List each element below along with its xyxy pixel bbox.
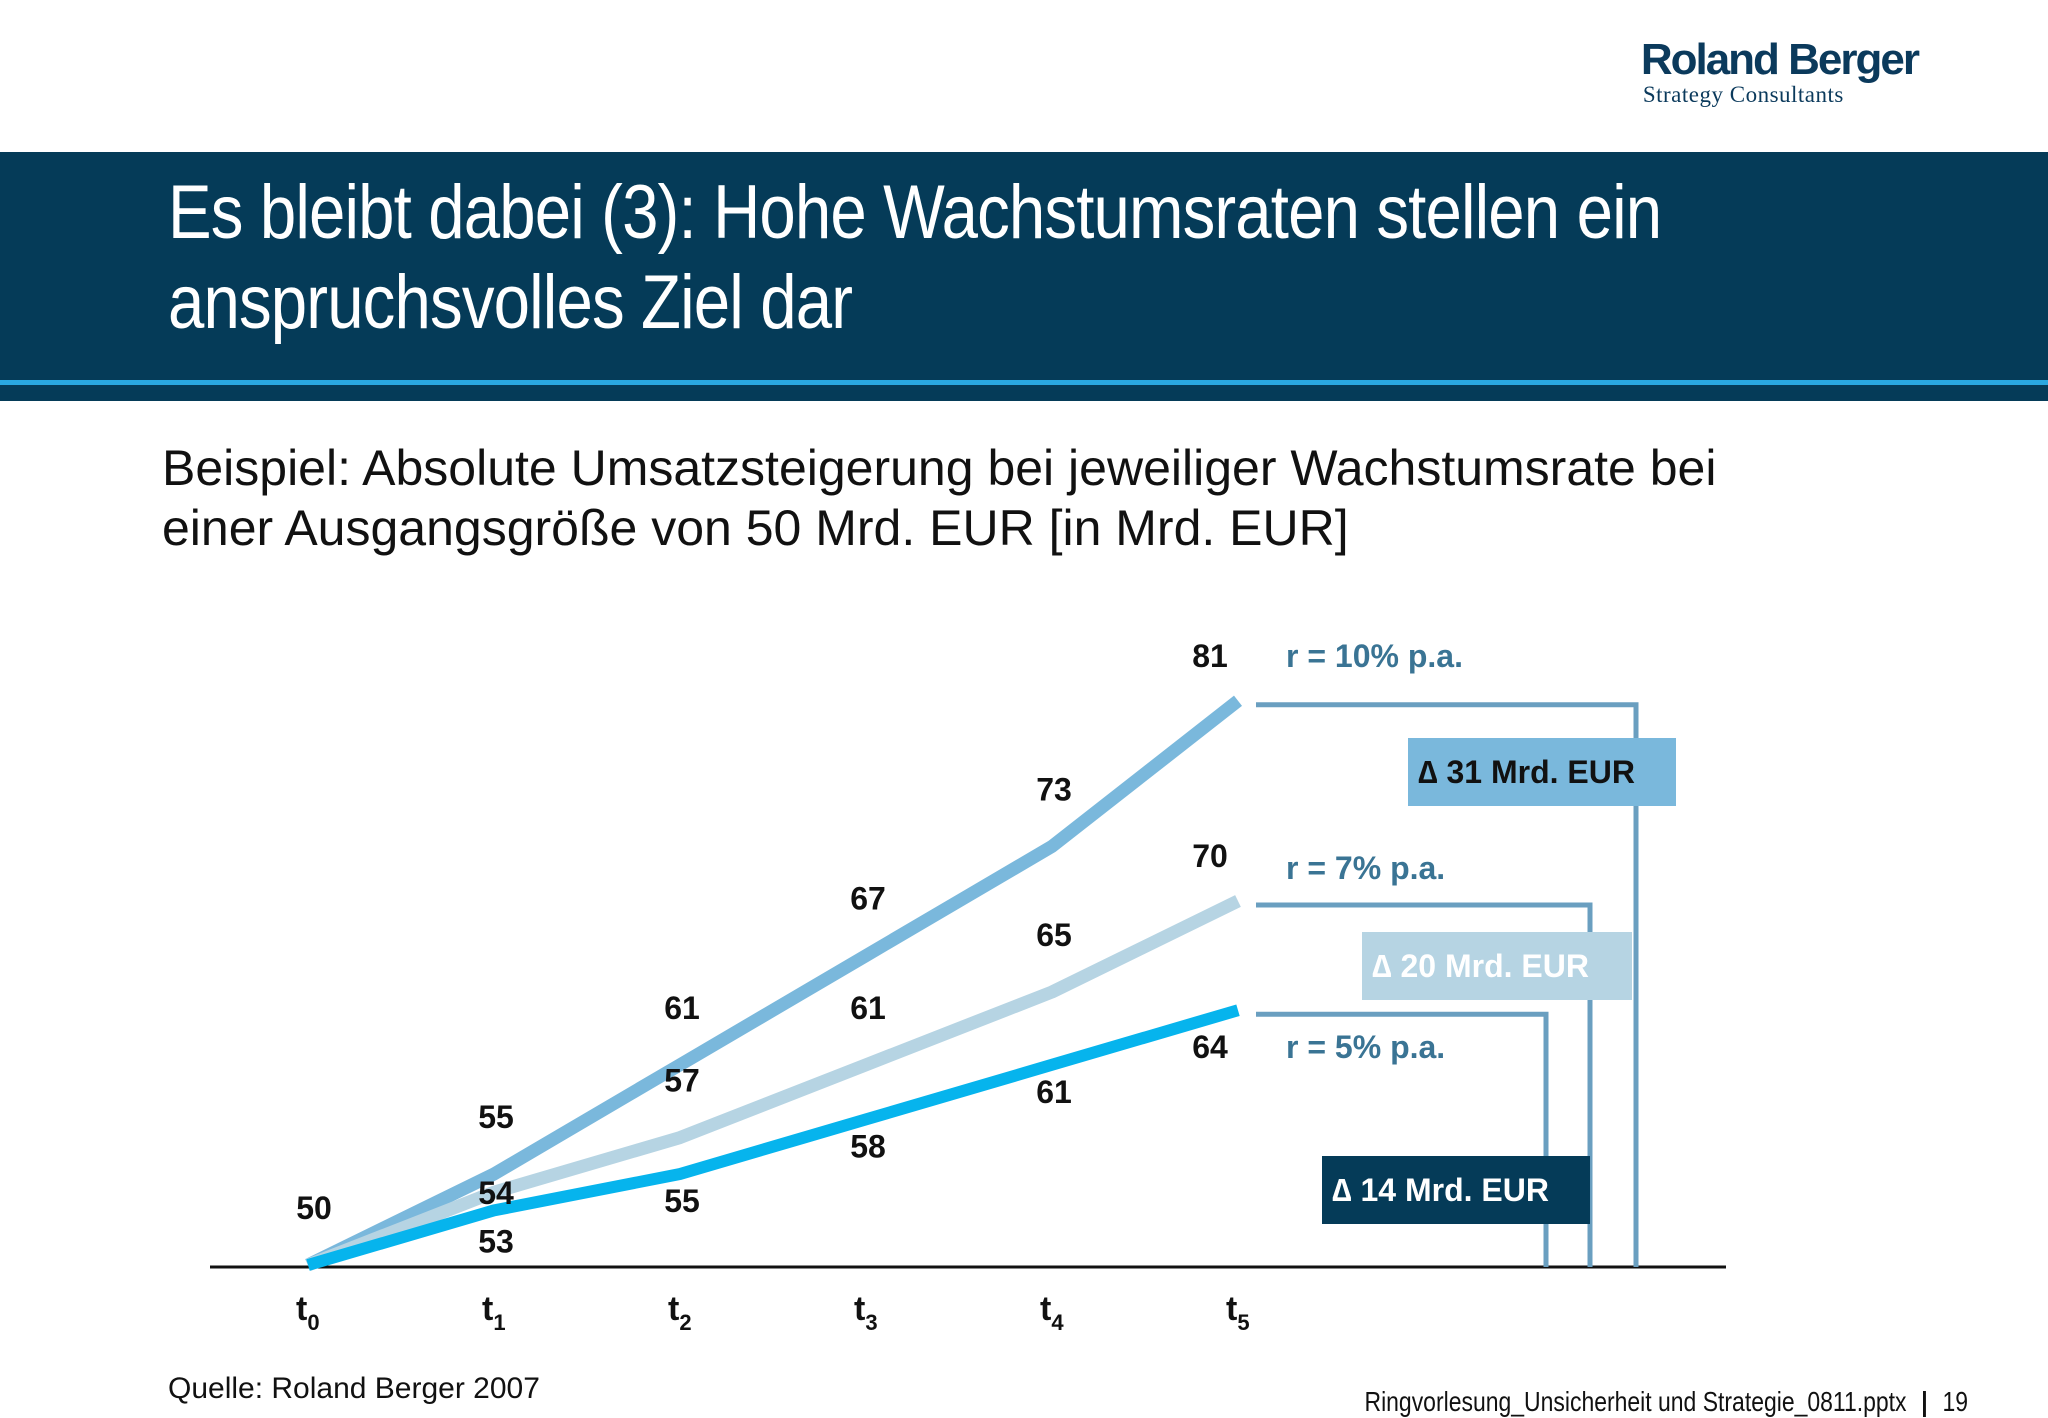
chart-subtitle-line-1: Beispiel: Absolute Umsatzsteigerung bei … (162, 440, 1717, 496)
data-label-s3-t3: 58 (850, 1128, 886, 1164)
data-label-s2-t1: 54 (478, 1175, 514, 1211)
delta-box-1 (1408, 738, 1676, 806)
x-tick-t3: t3 (854, 1290, 878, 1335)
slide-title: Es bleibt dabei (3): Hohe Wachstumsraten… (168, 168, 1716, 348)
title-accent-line (0, 380, 2048, 385)
data-label-s1-t3: 67 (850, 881, 886, 917)
series-label-2: r = 7% p.a. (1286, 850, 1445, 886)
footer-filename: Ringvorlesung_Unsicherheit und Strategie… (1364, 1386, 1907, 1417)
footer-file-info: Ringvorlesung_Unsicherheit und Strategie… (1364, 1386, 1968, 1418)
data-label-s3-t4: 61 (1036, 1074, 1072, 1110)
delta-label-1: ∆ 31 Mrd. EUR (1418, 754, 1635, 790)
data-label-s2-t2: 57 (664, 1063, 700, 1099)
page-number: 19 (1942, 1386, 1968, 1417)
delta-box-3 (1322, 1156, 1590, 1224)
data-label-s2-t5: 70 (1192, 838, 1228, 874)
x-tick-t1: t1 (482, 1290, 506, 1335)
data-label-s2-t3: 61 (850, 990, 886, 1026)
series-line-3 (306, 1004, 1240, 1271)
delta-bracket-2 (1256, 902, 1593, 1267)
data-label-s2-t4: 65 (1036, 917, 1072, 953)
data-label-start: 50 (296, 1190, 332, 1226)
chart-subtitle: Beispiel: Absolute Umsatzsteigerung bei … (162, 438, 1962, 558)
footer-source: Quelle: Roland Berger 2007 (168, 1372, 540, 1405)
delta-box-2 (1362, 932, 1632, 1000)
data-label-s1-t5: 81 (1192, 638, 1228, 674)
slide-title-line-2: anspruchsvolles Ziel dar (168, 260, 853, 345)
x-tick-t2: t2 (668, 1290, 692, 1335)
roland-berger-logo: Roland Berger Strategy Consultants (1640, 35, 1920, 108)
delta-label-2: ∆ 20 Mrd. EUR (1372, 948, 1589, 984)
data-label-s3-t5: 64 (1192, 1029, 1228, 1065)
series-line-2 (305, 895, 1241, 1272)
slide-title-line-1: Es bleibt dabei (3): Hohe Wachstumsraten… (168, 170, 1662, 255)
x-tick-t5: t5 (1226, 1290, 1250, 1335)
series-label-3: r = 5% p.a. (1286, 1029, 1445, 1065)
series-label-1: r = 10% p.a. (1286, 638, 1463, 674)
logo-subtitle: Strategy Consultants (1642, 82, 1844, 107)
x-tick-t4: t4 (1040, 1290, 1064, 1335)
footer-separator: | (1921, 1386, 1928, 1417)
data-label-s1-t4: 73 (1036, 771, 1072, 807)
x-tick-t0: t0 (296, 1290, 320, 1335)
data-label-s1-t1: 55 (478, 1099, 514, 1135)
data-label-s3-t1: 53 (478, 1223, 514, 1259)
delta-label-3: ∆ 14 Mrd. EUR (1332, 1172, 1549, 1208)
title-band (0, 152, 2048, 380)
series-line-1 (305, 695, 1243, 1271)
data-label-s1-t2: 61 (664, 990, 700, 1026)
data-label-s3-t2: 55 (664, 1183, 700, 1219)
title-under-bar (0, 385, 2048, 401)
logo-brand: Roland Berger (1640, 35, 1920, 84)
chart-subtitle-line-2: einer Ausgangsgröße von 50 Mrd. EUR [in … (162, 500, 1349, 556)
delta-bracket-1 (1256, 702, 1639, 1267)
